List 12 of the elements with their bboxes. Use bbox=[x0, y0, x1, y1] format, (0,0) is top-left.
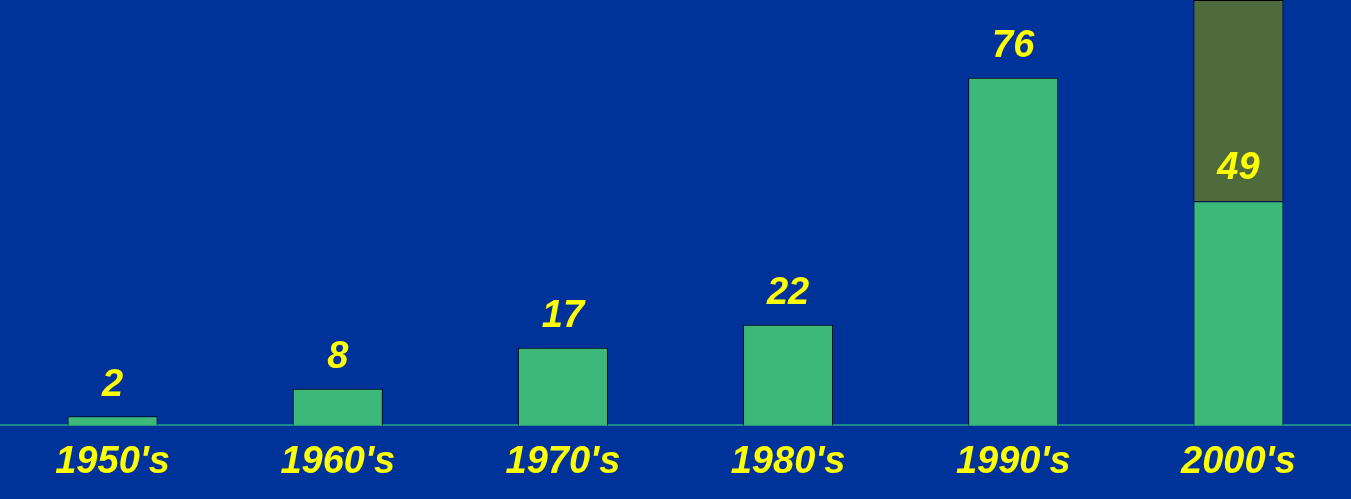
x-tick-label: 1970's bbox=[505, 438, 621, 481]
x-tick-label: 1990's bbox=[955, 438, 1071, 481]
data-label: 76 bbox=[992, 23, 1036, 66]
x-tick-label: 2000's bbox=[1180, 438, 1296, 481]
x-tick-label: 1950's bbox=[55, 438, 170, 481]
data-label: 17 bbox=[541, 293, 586, 336]
data-label: 49 bbox=[1216, 144, 1260, 187]
x-tick-label: 1980's bbox=[730, 438, 846, 481]
data-label: 22 bbox=[765, 270, 810, 313]
x-tick-label: 1960's bbox=[280, 438, 396, 481]
data-label: 2 bbox=[101, 361, 124, 404]
data-label: 8 bbox=[327, 334, 350, 377]
